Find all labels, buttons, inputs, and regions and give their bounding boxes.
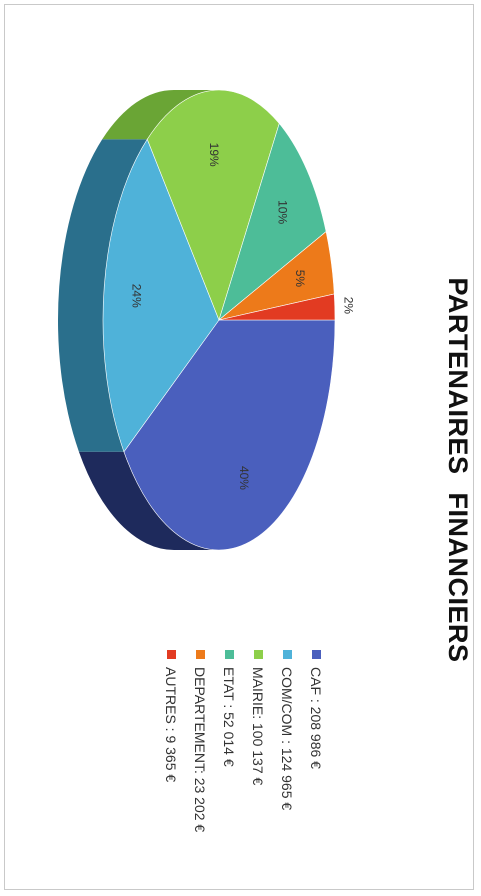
legend-item-autres: AUTRES : 9 365 € xyxy=(157,650,186,880)
pie-slice-caf xyxy=(123,319,336,551)
chart-legend: CAF : 208 986 € COM/COM : 124 965 € MAIRIE… xyxy=(157,650,331,880)
pie-slice-com-com xyxy=(102,138,220,453)
pie-label-departement: 5% xyxy=(293,270,307,288)
legend-swatch xyxy=(254,650,263,659)
pie-slice-autres xyxy=(218,293,336,321)
pie-label-etat: 10% xyxy=(275,200,289,224)
pie-side-com-com xyxy=(58,139,148,452)
legend-swatch xyxy=(312,650,321,659)
legend-label: MAIRIE: 100 137 € xyxy=(250,667,267,786)
legend-item-com-com: COM/COM : 124 965 € xyxy=(273,650,302,880)
legend-swatch xyxy=(196,650,205,659)
legend-label: CAF : 208 986 € xyxy=(308,667,325,769)
pie-label-autres: 2% xyxy=(342,297,356,315)
pie-side-mairie xyxy=(102,90,219,140)
pie-label-caf: 40% xyxy=(237,466,251,490)
legend-item-etat: ETAT : 52 014 € xyxy=(215,650,244,880)
pie-side-caf xyxy=(78,451,219,550)
legend-item-caf: CAF : 208 986 € xyxy=(302,650,331,880)
legend-label: ETAT : 52 014 € xyxy=(221,667,238,767)
legend-label: COM/COM : 124 965 € xyxy=(279,667,296,811)
pie-label-com-com: 24% xyxy=(129,284,143,308)
legend-label: DEPARTEMENT: 23 202 € xyxy=(192,667,209,833)
pie-chart: 40% 24% 19% 10% 5% 2% xyxy=(58,89,356,551)
legend-item-mairie: MAIRIE: 100 137 € xyxy=(244,650,273,880)
legend-item-departement: DEPARTEMENT: 23 202 € xyxy=(186,650,215,880)
pie-slice-mairie xyxy=(146,89,280,321)
pie-label-mairie: 19% xyxy=(207,143,221,167)
pie-slice-etat xyxy=(218,122,327,321)
legend-swatch xyxy=(167,650,176,659)
legend-label: AUTRES : 9 365 € xyxy=(163,667,180,783)
legend-swatch xyxy=(283,650,292,659)
legend-swatch xyxy=(225,650,234,659)
